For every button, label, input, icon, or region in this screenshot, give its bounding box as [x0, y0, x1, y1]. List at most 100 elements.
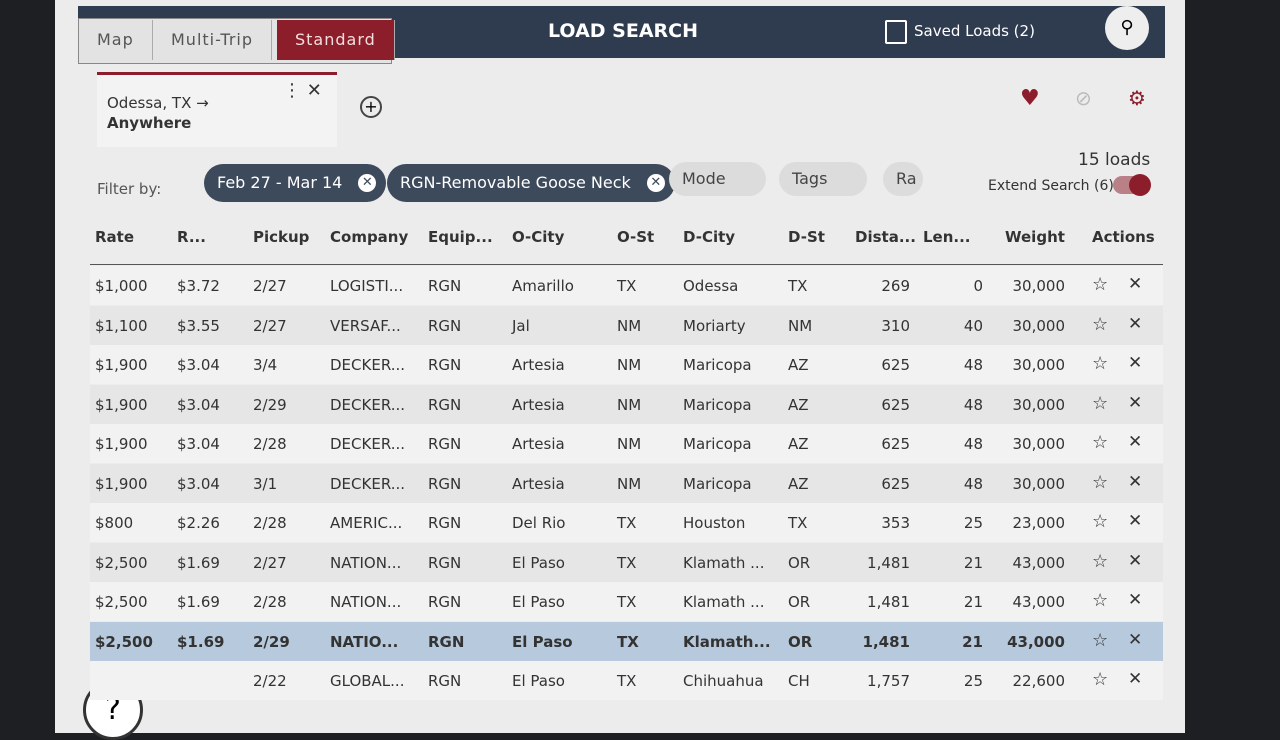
table-row[interactable] — [90, 582, 1163, 621]
column-header[interactable]: Rate — [95, 228, 135, 246]
filter-chip[interactable]: RGN-Removable Goose Neck ✕ — [387, 164, 675, 202]
table-cell: 1,481 — [867, 553, 910, 572]
table-row[interactable] — [90, 463, 1163, 503]
table-row[interactable] — [90, 345, 1163, 384]
table-cell: $800 — [95, 514, 134, 532]
favorite-icon[interactable]: ♥ — [1020, 86, 1040, 111]
table-cell: RGN — [428, 593, 462, 611]
table-row[interactable] — [90, 424, 1163, 463]
star-action[interactable]: ☆ — [1092, 392, 1109, 414]
column-header[interactable]: Company — [330, 228, 409, 246]
star-action[interactable]: ☆ — [1092, 432, 1109, 453]
star-action[interactable]: ☆ — [1092, 669, 1109, 690]
dropdown[interactable]: Tags — [779, 162, 868, 196]
table-cell: DECKER... — [330, 474, 406, 493]
column-header[interactable]: R... — [177, 228, 206, 246]
dropdown[interactable]: Ra — [883, 162, 923, 196]
table-row[interactable] — [90, 503, 1163, 542]
dismiss-action[interactable]: ✕ — [1128, 353, 1143, 373]
table-cell: 3/4 — [253, 356, 278, 374]
table-cell: RGN — [428, 632, 465, 651]
table-row[interactable] — [90, 266, 1163, 305]
add-tab[interactable]: + — [360, 96, 382, 118]
table-cell: RGN — [428, 435, 462, 453]
column-header[interactable]: D-St — [788, 228, 825, 246]
column-header[interactable]: O-City — [512, 228, 565, 246]
star-action[interactable]: ☆ — [1092, 511, 1109, 532]
chip-text: Feb 27 - Mar 14 — [217, 173, 343, 192]
table-cell: 43,000 — [1007, 632, 1065, 651]
dismiss-action[interactable]: ✕ — [1128, 274, 1143, 294]
table-cell: 21 — [963, 593, 983, 611]
dismiss-action[interactable]: ✕ — [1128, 511, 1143, 531]
table-row[interactable] — [90, 305, 1163, 345]
table-cell: 1,481 — [867, 593, 910, 611]
table-cell: NM — [617, 356, 642, 374]
settings-icon[interactable]: ⚙ — [1128, 86, 1146, 110]
dropdown[interactable]: Mode — [669, 162, 766, 196]
table-cell: $1.69 — [177, 593, 220, 611]
table-cell: OR — [788, 632, 813, 651]
star-action[interactable]: ☆ — [1092, 590, 1109, 611]
table-cell: Artesia — [512, 356, 565, 374]
table-cell: $3.55 — [177, 316, 220, 335]
dismiss-action[interactable]: ✕ — [1128, 392, 1143, 413]
column-header[interactable]: Len... — [923, 228, 971, 246]
table-cell: 625 — [881, 474, 910, 493]
column-header[interactable]: O-St — [617, 228, 655, 246]
column-header[interactable]: Equip... — [428, 228, 493, 246]
tab[interactable]: Map — [79, 20, 153, 60]
table-cell: $1,900 — [95, 435, 148, 453]
dismiss-action[interactable]: ✕ — [1128, 590, 1143, 610]
table-cell: 43,000 — [1012, 593, 1066, 611]
column-header[interactable]: D-City — [683, 228, 736, 246]
star-action[interactable]: ☆ — [1092, 353, 1109, 374]
table-cell: TX — [617, 593, 637, 611]
saved-loads[interactable]: Saved Loads (2) — [914, 22, 1035, 40]
dismiss-action[interactable]: ✕ — [1128, 550, 1143, 571]
filter-chip[interactable]: Feb 27 - Mar 14 ✕ — [204, 164, 387, 202]
block-icon[interactable]: ⊘ — [1075, 86, 1092, 110]
tab-active[interactable]: Standard — [277, 20, 395, 60]
table-cell: Klamath ... — [683, 593, 765, 611]
table-row[interactable] — [90, 621, 1163, 661]
chip-remove[interactable]: ✕ — [358, 174, 377, 192]
table-cell: 48 — [963, 395, 983, 414]
menu-icon[interactable]: ⋮ ✕ — [283, 80, 322, 101]
column-header[interactable]: Pickup — [253, 228, 310, 246]
dismiss-action[interactable]: ✕ — [1128, 313, 1143, 334]
tab[interactable]: Multi-Trip — [153, 20, 273, 60]
filter-label: Filter by: — [97, 180, 162, 198]
table-cell: Maricopa — [683, 435, 752, 453]
column-header[interactable]: Weight — [1005, 228, 1065, 246]
column-header[interactable]: Actions — [1092, 228, 1155, 246]
table-cell: RGN — [428, 672, 462, 690]
star-action[interactable]: ☆ — [1092, 274, 1109, 295]
dismiss-action[interactable]: ✕ — [1128, 432, 1143, 452]
table-row[interactable] — [90, 542, 1163, 582]
table-cell: TX — [617, 672, 637, 690]
star-action[interactable]: ☆ — [1092, 629, 1109, 651]
dismiss-action[interactable]: ✕ — [1128, 629, 1143, 650]
dismiss-action[interactable]: ✕ — [1128, 669, 1143, 689]
dismiss-action[interactable]: ✕ — [1128, 471, 1143, 492]
table-row[interactable] — [90, 384, 1163, 424]
extend-search: Extend Search (6) — [988, 178, 1114, 194]
destination: Anywhere — [107, 114, 192, 132]
extend-toggle[interactable] — [1113, 174, 1151, 196]
column-header[interactable]: Dista... — [855, 228, 916, 246]
table-cell: Artesia — [512, 474, 565, 493]
table-cell: AZ — [788, 356, 809, 374]
search-button[interactable]: ⚲ — [1105, 6, 1149, 50]
table-cell: 23,000 — [1012, 514, 1066, 532]
table-cell: DECKER... — [330, 395, 406, 414]
star-action[interactable]: ☆ — [1092, 471, 1109, 493]
table-cell: Houston — [683, 514, 746, 532]
load-count: 15 loads — [1078, 150, 1151, 170]
search-tab[interactable] — [97, 72, 337, 147]
star-action[interactable]: ☆ — [1092, 313, 1109, 335]
table-row[interactable] — [90, 661, 1163, 700]
table-cell: NM — [788, 316, 813, 335]
chip-remove[interactable]: ✕ — [646, 174, 665, 192]
star-action[interactable]: ☆ — [1092, 550, 1109, 572]
